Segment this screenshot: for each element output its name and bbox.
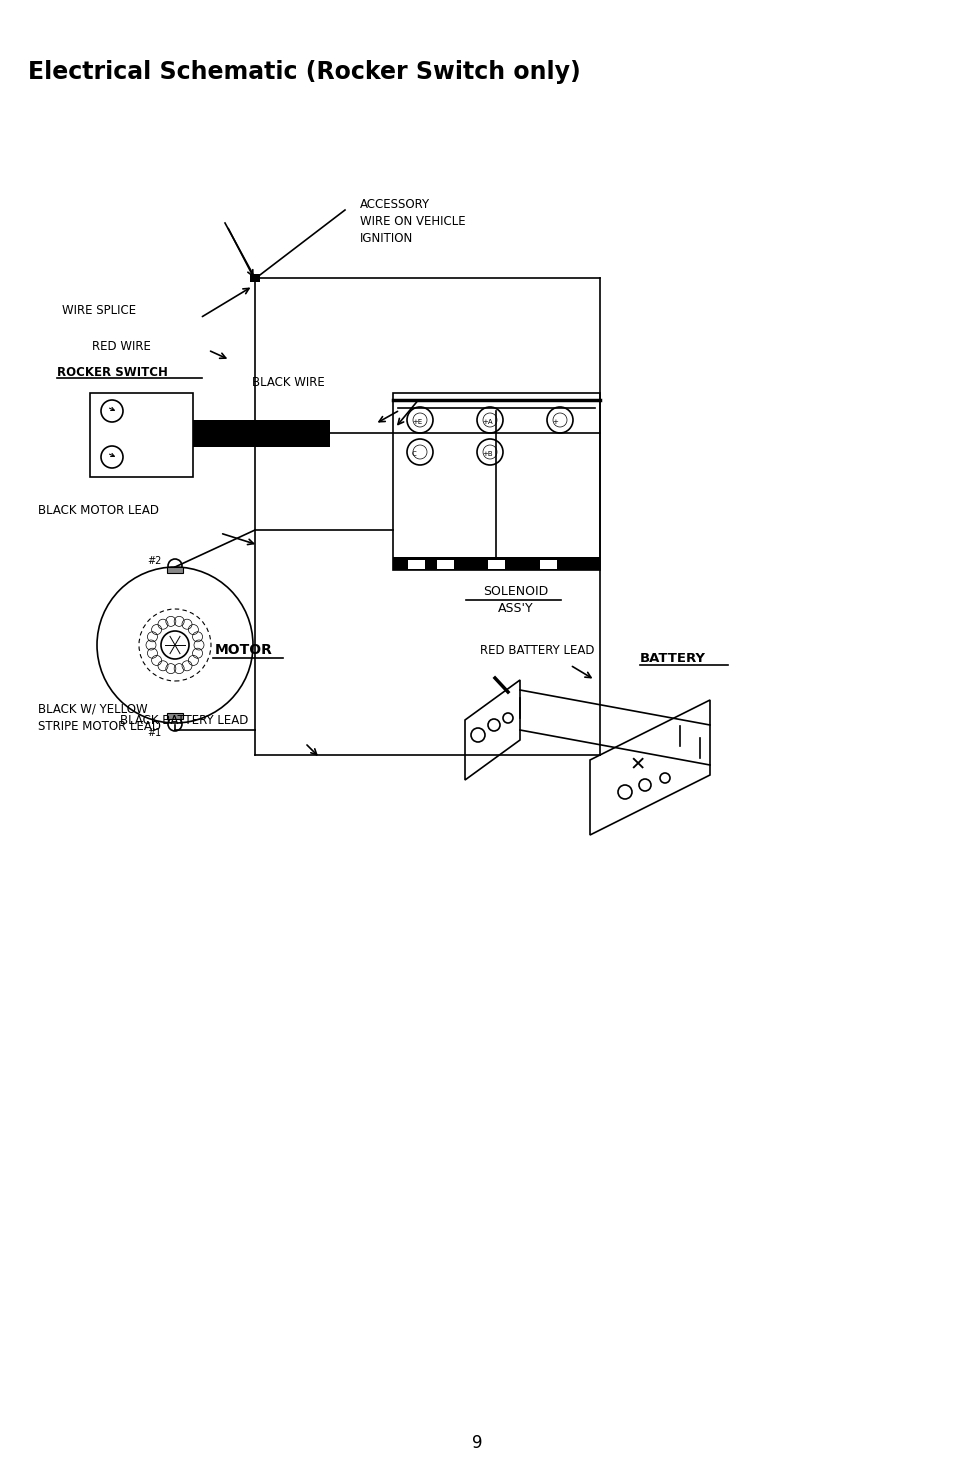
Text: ACCESSORY
WIRE ON VEHICLE
IGNITION: ACCESSORY WIRE ON VEHICLE IGNITION — [359, 198, 465, 245]
Text: C: C — [412, 451, 416, 457]
Text: Electrical Schematic (Rocker Switch only): Electrical Schematic (Rocker Switch only… — [28, 60, 580, 84]
Bar — [90, 392, 193, 476]
Bar — [167, 566, 183, 572]
Text: #2: #2 — [147, 556, 161, 566]
Text: GREEN WIRE: GREEN WIRE — [203, 426, 277, 440]
Text: BLACK WIRE: BLACK WIRE — [252, 376, 324, 389]
Text: 9: 9 — [471, 1434, 482, 1451]
Bar — [488, 560, 504, 569]
Bar — [193, 420, 330, 447]
Text: RED BATTERY LEAD: RED BATTERY LEAD — [479, 643, 594, 656]
Text: ✕: ✕ — [629, 755, 645, 774]
Bar — [393, 558, 599, 569]
Text: +A: +A — [481, 419, 492, 425]
Text: ROCKER SWITCH: ROCKER SWITCH — [57, 366, 168, 379]
Bar — [167, 712, 183, 718]
Text: #1: #1 — [147, 729, 161, 738]
Text: WIRE SPLICE: WIRE SPLICE — [62, 304, 136, 317]
Text: RED WIRE: RED WIRE — [91, 339, 151, 353]
Text: BLACK W/ YELLOW
STRIPE MOTOR LEAD: BLACK W/ YELLOW STRIPE MOTOR LEAD — [38, 704, 161, 733]
Text: +B: +B — [481, 451, 492, 457]
Text: BLACK BATTERY LEAD: BLACK BATTERY LEAD — [120, 714, 248, 727]
Text: SOLENOID
ASS'Y: SOLENOID ASS'Y — [483, 586, 548, 615]
Bar — [250, 274, 260, 282]
Text: MOTOR: MOTOR — [214, 643, 273, 656]
Bar — [393, 392, 599, 569]
Text: BLACK MOTOR LEAD: BLACK MOTOR LEAD — [38, 503, 159, 516]
Bar — [408, 560, 424, 569]
Bar — [436, 560, 454, 569]
Text: BATTERY: BATTERY — [639, 652, 705, 665]
Bar — [539, 560, 557, 569]
Text: +E: +E — [412, 419, 422, 425]
Text: +: + — [552, 419, 558, 425]
